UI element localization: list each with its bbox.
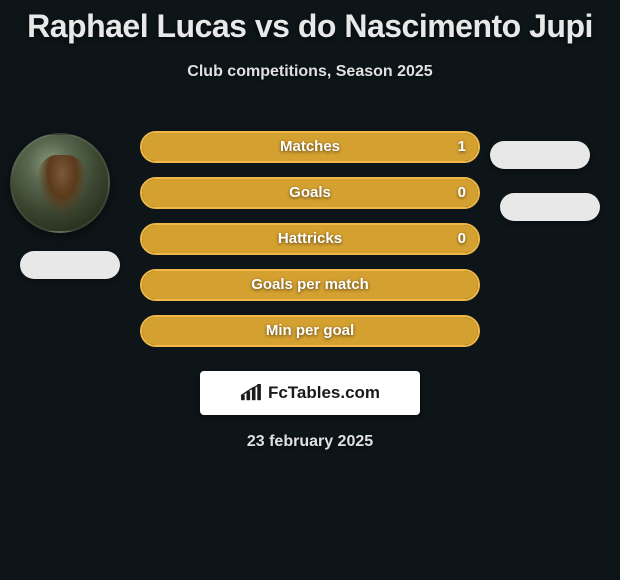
stat-bar-label: Matches [140, 131, 480, 163]
bar-chart-icon [240, 384, 262, 402]
stat-bar: Hattricks0 [140, 223, 480, 255]
stat-bar-label: Hattricks [140, 223, 480, 255]
logo-box: FcTables.com [200, 371, 420, 415]
stat-bar-value: 1 [458, 131, 466, 163]
stat-bar-value: 0 [458, 177, 466, 209]
player-avatar-left [10, 133, 110, 233]
player-name-pill-left [20, 251, 120, 279]
comparison-title: Raphael Lucas vs do Nascimento Jupi [0, 0, 620, 45]
player-name-pill-right-1 [490, 141, 590, 169]
stat-bar-value: 0 [458, 223, 466, 255]
stat-bar: Goals per match [140, 269, 480, 301]
stat-bar-label: Min per goal [140, 315, 480, 347]
comparison-subtitle: Club competitions, Season 2025 [0, 63, 620, 81]
stat-bars: Matches1Goals0Hattricks0Goals per matchM… [140, 131, 480, 361]
stat-bar: Goals0 [140, 177, 480, 209]
stat-bar: Matches1 [140, 131, 480, 163]
logo-text: FcTables.com [268, 383, 380, 403]
snapshot-date: 23 february 2025 [0, 433, 620, 451]
stat-bar: Min per goal [140, 315, 480, 347]
stat-bar-label: Goals per match [140, 269, 480, 301]
player-name-pill-right-2 [500, 193, 600, 221]
stat-bar-label: Goals [140, 177, 480, 209]
